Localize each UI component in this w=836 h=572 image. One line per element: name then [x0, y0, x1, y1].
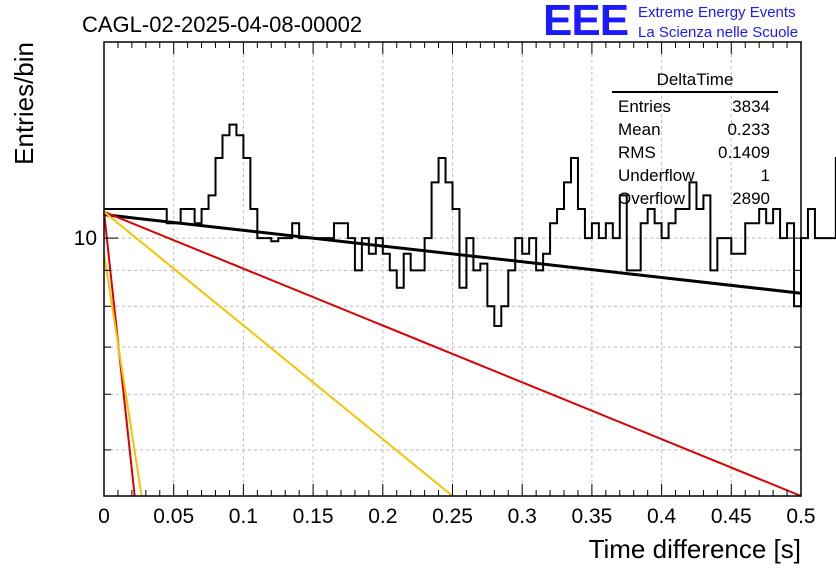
- yellow-fast-line: [103, 253, 143, 497]
- stats-value: 2890: [732, 189, 770, 208]
- stats-title: DeltaTime: [656, 70, 734, 89]
- stats-label: Underflow: [618, 166, 695, 185]
- stats-label: Mean: [618, 120, 661, 139]
- stats-row-entries: Entries 3834: [612, 95, 778, 118]
- x-tick-label: 0.1: [229, 505, 258, 528]
- stats-value: 0.1409: [718, 143, 770, 162]
- x-tick-label: 0.5: [786, 505, 815, 528]
- stats-label: Overflow: [618, 189, 686, 208]
- stats-divider: [612, 91, 778, 93]
- x-tick-label: 0: [98, 505, 110, 528]
- y-axis-label: Entries/bin: [9, 42, 39, 165]
- x-tick-label: 0.45: [711, 505, 752, 528]
- logo-line-1: Extreme Energy Events: [638, 4, 796, 21]
- x-tick-label: 0.15: [293, 505, 334, 528]
- logo-line-2: La Scienza nelle Scuole: [638, 24, 799, 41]
- stats-label: RMS: [618, 143, 656, 162]
- eee-logo: EEE: [543, 0, 629, 45]
- stats-label: Entries: [618, 97, 671, 116]
- red-slow-line: [103, 210, 802, 497]
- y-tick-label: 10: [74, 227, 97, 250]
- stats-value: 1: [760, 166, 770, 185]
- x-tick-label: 0.05: [153, 505, 194, 528]
- stats-row-overflow: Overflow 2890: [612, 187, 778, 210]
- stats-row-rms: RMS 0.1409: [612, 141, 778, 164]
- histogram-series: [104, 123, 836, 328]
- stats-row-underflow: Underflow 1: [612, 164, 778, 187]
- stats-row-mean: Mean 0.233: [612, 118, 778, 141]
- stats-value: 3834: [732, 97, 770, 116]
- x-tick-label: 0.25: [432, 505, 473, 528]
- x-tick-label: 0.35: [571, 505, 612, 528]
- x-axis-label: Time difference [s]: [589, 534, 801, 564]
- x-tick-label: 0.2: [368, 505, 397, 528]
- stats-value: 0.233: [727, 120, 770, 139]
- yellow-slow-line: [103, 211, 454, 497]
- fit-line: [103, 213, 802, 295]
- x-tick-label: 0.4: [647, 505, 677, 528]
- x-tick-label: 0.3: [508, 505, 537, 528]
- stats-box: DeltaTime Entries 3834 Mean 0.233 RMS 0.…: [612, 70, 778, 210]
- run-title: CAGL-02-2025-04-08-00002: [82, 12, 363, 37]
